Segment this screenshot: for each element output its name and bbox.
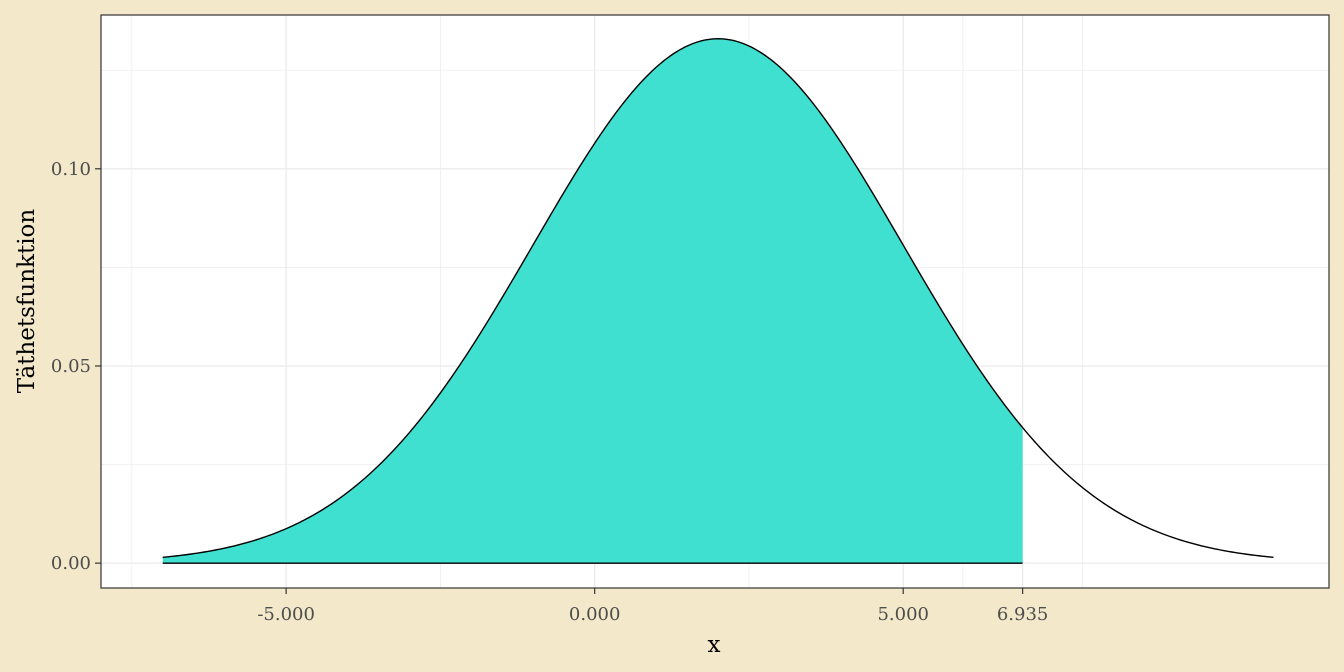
x-tick-label: -5.000 — [257, 604, 315, 625]
y-tick-label: 0.00 — [51, 553, 91, 574]
x-tick-label: 6.935 — [997, 604, 1049, 625]
panel-border — [100, 14, 1330, 589]
x-axis-title: x — [708, 632, 721, 658]
y-axis-title: Täthetsfunktion — [14, 209, 40, 394]
x-tick-label: 0.000 — [569, 604, 621, 625]
x-axis-ticks: -5.000 0.000 5.000 6.935 — [257, 588, 1048, 625]
x-tick-label: 5.000 — [877, 604, 929, 625]
y-tick-label: 0.10 — [51, 159, 91, 180]
density-curve — [162, 38, 1274, 559]
y-axis-ticks: 0.00 0.05 0.10 — [51, 159, 101, 574]
y-tick-label: 0.05 — [51, 356, 91, 377]
shaded-area — [162, 38, 1023, 564]
